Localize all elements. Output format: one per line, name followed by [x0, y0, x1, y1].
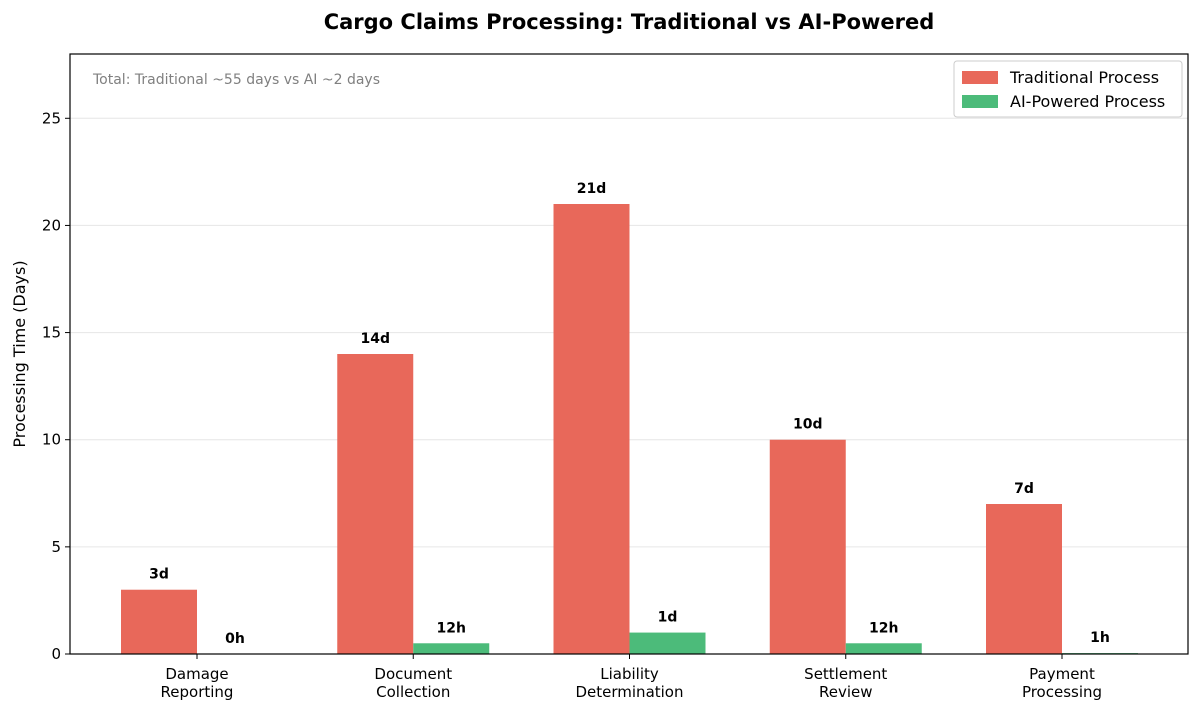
x-tick-label: Collection — [376, 683, 450, 701]
value-label: 1d — [658, 610, 678, 626]
value-label: 14d — [360, 331, 390, 347]
bar-ai — [845, 643, 922, 654]
bar-traditional — [121, 589, 197, 654]
bar-traditional — [986, 504, 1062, 654]
value-label: 12h — [869, 620, 898, 636]
y-tick-label: 15 — [42, 324, 61, 342]
y-tick-label: 25 — [42, 109, 61, 127]
bar-ai — [413, 643, 490, 654]
bar-traditional — [337, 354, 414, 654]
value-label: 12h — [437, 620, 466, 636]
y-tick-label: 0 — [51, 645, 61, 663]
y-tick-label: 10 — [42, 431, 61, 449]
value-label: 7d — [1014, 481, 1034, 497]
x-tick-label: Liability — [600, 665, 659, 683]
total-annotation: Total: Traditional ~55 days vs AI ~2 day… — [92, 72, 380, 88]
x-tick-label: Determination — [575, 683, 683, 701]
value-label: 10d — [793, 417, 823, 433]
x-tick-label: Settlement — [804, 665, 887, 683]
chart-title: Cargo Claims Processing: Traditional vs … — [324, 10, 935, 34]
value-label: 0h — [225, 631, 245, 647]
legend-label-ai: AI-Powered Process — [1010, 92, 1165, 111]
y-tick-label: 20 — [42, 216, 61, 234]
legend-swatch-ai — [962, 95, 998, 108]
bar-traditional — [553, 204, 630, 654]
x-tick-label: Damage — [165, 665, 228, 683]
y-axis-label: Processing Time (Days) — [10, 260, 29, 447]
x-tick-label: Payment — [1029, 665, 1095, 683]
value-label: 21d — [577, 181, 607, 197]
bar-ai — [629, 632, 706, 654]
x-tick-label: Document — [374, 665, 452, 683]
x-tick-label: Review — [819, 683, 873, 701]
bar-traditional — [769, 439, 846, 654]
legend-swatch-traditional — [962, 71, 998, 84]
legend: Traditional Process AI-Powered Process — [953, 60, 1183, 118]
value-label: 1h — [1090, 630, 1110, 646]
value-label: 3d — [149, 567, 169, 583]
x-tick-label: Reporting — [161, 683, 234, 701]
y-tick-label: 5 — [51, 538, 61, 556]
x-tick-label: Processing — [1022, 683, 1102, 701]
legend-label-traditional: Traditional Process — [1009, 68, 1159, 87]
